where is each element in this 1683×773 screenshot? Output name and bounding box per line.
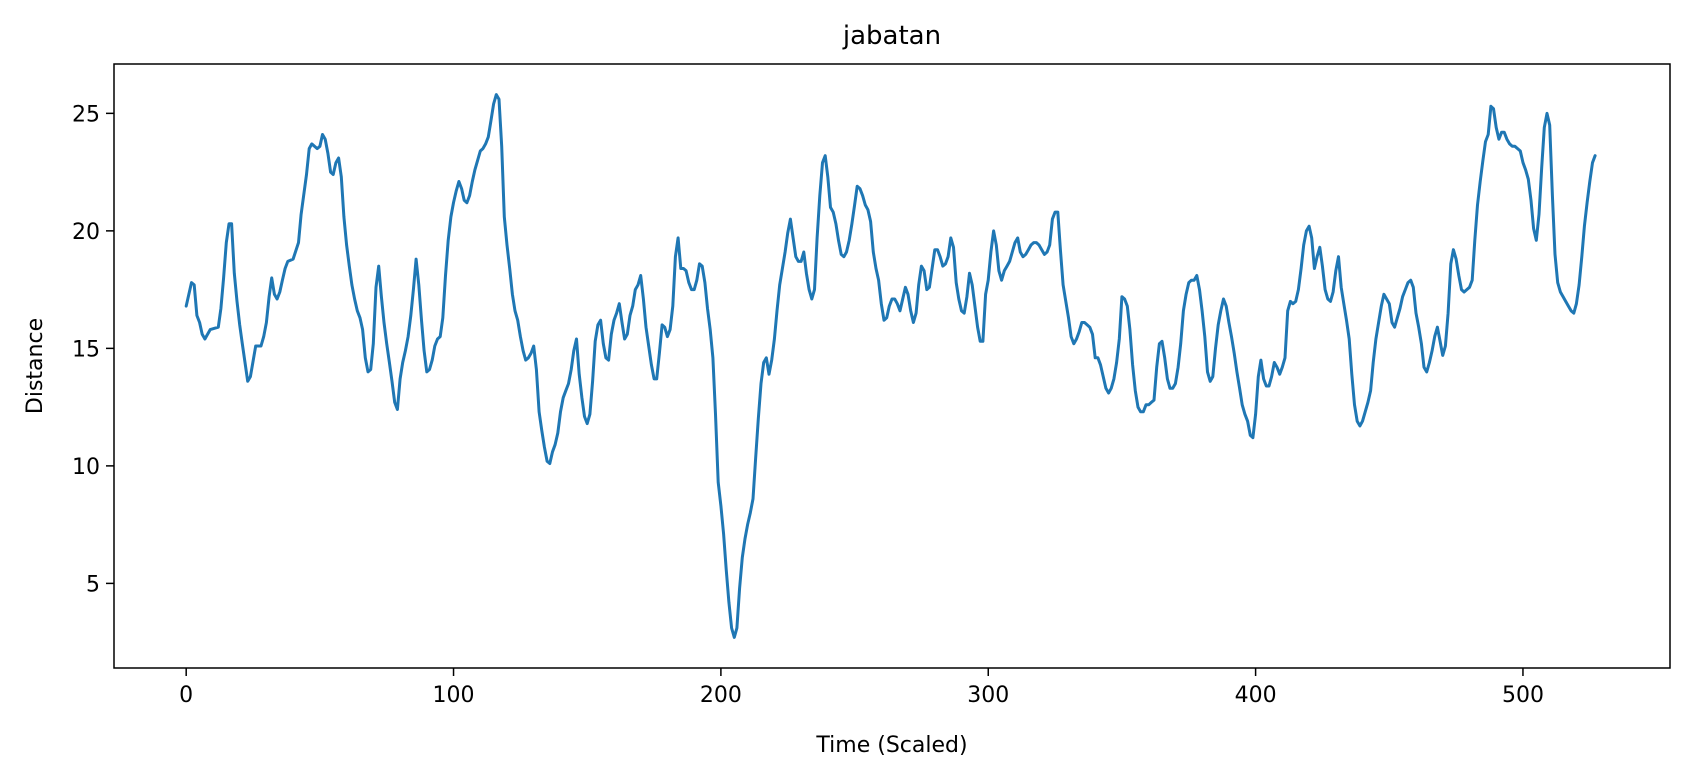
y-tick-label: 20 bbox=[72, 220, 100, 245]
x-tick-label: 200 bbox=[700, 683, 742, 708]
x-axis-label: Time (Scaled) bbox=[815, 733, 967, 758]
x-tick-label: 500 bbox=[1502, 683, 1544, 708]
y-tick-label: 15 bbox=[72, 337, 100, 362]
y-axis-label: Distance bbox=[23, 318, 48, 414]
y-axis: 5 10 15 20 25 bbox=[72, 102, 114, 597]
x-tick-label: 300 bbox=[967, 683, 1009, 708]
x-tick-label: 100 bbox=[433, 683, 475, 708]
x-tick-label: 0 bbox=[179, 683, 193, 708]
y-tick-label: 10 bbox=[72, 455, 100, 480]
y-tick-label: 5 bbox=[86, 572, 100, 597]
plot-area-frame bbox=[113, 63, 1671, 669]
chart-title: jabatan bbox=[842, 21, 941, 51]
series-line bbox=[184, 93, 1597, 639]
y-tick-label: 25 bbox=[72, 102, 100, 127]
x-axis: 0 100 200 300 400 500 bbox=[179, 668, 1544, 708]
x-tick-label: 400 bbox=[1235, 683, 1277, 708]
